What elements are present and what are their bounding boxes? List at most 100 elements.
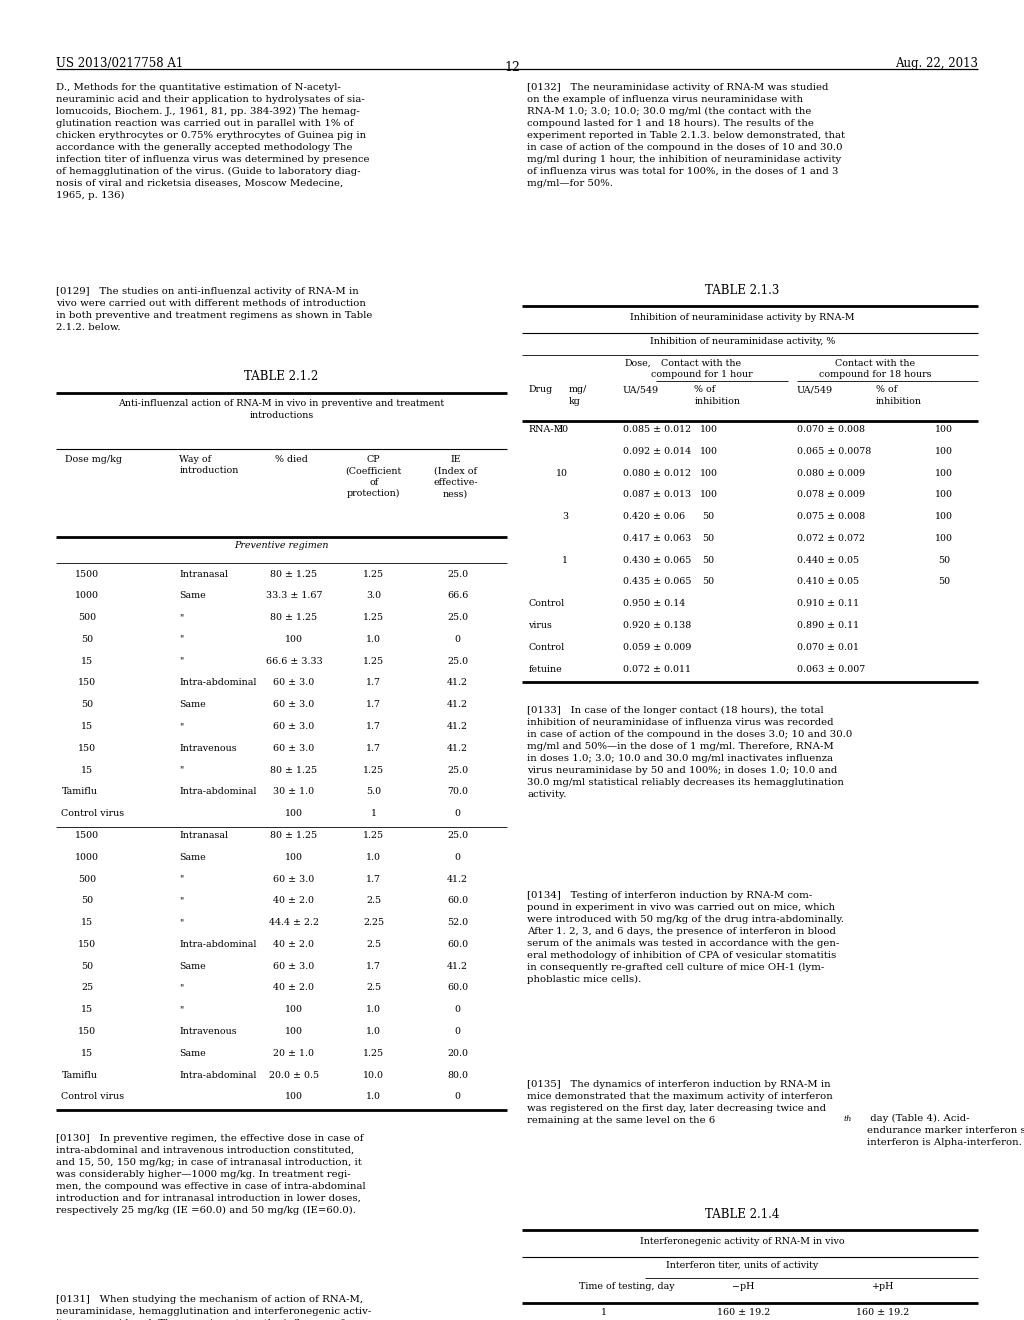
Text: Dose,: Dose, [625,359,651,368]
Text: 25.0: 25.0 [447,612,468,622]
Text: Preventive regimen: Preventive regimen [234,541,329,549]
Text: 0.435 ± 0.065: 0.435 ± 0.065 [623,578,691,586]
Text: Intra-abdominal: Intra-abdominal [179,787,257,796]
Text: 41.2: 41.2 [447,874,468,883]
Text: 0.087 ± 0.013: 0.087 ± 0.013 [623,490,691,499]
Text: mg/
kg: mg/ kg [568,385,587,405]
Text: 0.080 ± 0.009: 0.080 ± 0.009 [797,469,865,478]
Text: −pH: −pH [732,1282,755,1291]
Text: 10.0: 10.0 [364,1071,384,1080]
Text: 41.2: 41.2 [447,744,468,752]
Text: ": " [179,766,183,775]
Text: 0.440 ± 0.05: 0.440 ± 0.05 [797,556,859,565]
Text: 1.7: 1.7 [367,744,381,752]
Text: ": " [179,874,183,883]
Text: 0: 0 [455,1027,461,1036]
Text: 50: 50 [81,961,93,970]
Text: 160 ± 19.2: 160 ± 19.2 [717,1308,770,1317]
Text: 3.0: 3.0 [367,591,381,601]
Text: % died: % died [275,454,308,463]
Text: 25.0: 25.0 [447,832,468,840]
Text: [0131]   When studying the mechanism of action of RNA-M,
neuraminidase, hemagglu: [0131] When studying the mechanism of ac… [56,1295,374,1320]
Text: 80.0: 80.0 [447,1071,468,1080]
Text: 1000: 1000 [75,853,99,862]
Text: 1000: 1000 [75,591,99,601]
Text: 0.417 ± 0.063: 0.417 ± 0.063 [623,533,691,543]
Text: 150: 150 [78,678,96,688]
Text: 5.0: 5.0 [367,787,381,796]
Text: 0.070 ± 0.008: 0.070 ± 0.008 [797,425,864,434]
Text: CP
(Coefficient
of
protection): CP (Coefficient of protection) [346,454,401,498]
Text: 60.0: 60.0 [447,983,468,993]
Text: 10: 10 [556,469,568,478]
Text: 60.0: 60.0 [447,896,468,906]
Text: 0.059 ± 0.009: 0.059 ± 0.009 [623,643,691,652]
Text: 60 ± 3.0: 60 ± 3.0 [273,874,314,883]
Text: 33.3 ± 1.67: 33.3 ± 1.67 [265,591,323,601]
Text: 25.0: 25.0 [447,570,468,578]
Text: 40 ± 2.0: 40 ± 2.0 [273,983,314,993]
Text: 80 ± 1.25: 80 ± 1.25 [270,570,317,578]
Text: 41.2: 41.2 [447,961,468,970]
Text: 50: 50 [938,578,950,586]
Text: 1.25: 1.25 [364,766,384,775]
Text: 60 ± 3.0: 60 ± 3.0 [273,678,314,688]
Text: 100: 100 [285,1006,303,1014]
Text: 0.950 ± 0.14: 0.950 ± 0.14 [623,599,685,609]
Text: 50: 50 [702,512,715,521]
Text: Control: Control [528,643,564,652]
Text: Control: Control [528,599,564,609]
Text: 0: 0 [455,1093,461,1101]
Text: 1.0: 1.0 [367,635,381,644]
Text: ": " [179,657,183,665]
Text: 0.920 ± 0.138: 0.920 ± 0.138 [623,620,691,630]
Text: 41.2: 41.2 [447,700,468,709]
Text: 0.085 ± 0.012: 0.085 ± 0.012 [623,425,691,434]
Text: 60 ± 3.0: 60 ± 3.0 [273,744,314,752]
Text: [0135]   The dynamics of interferon induction by RNA-M in
mice demonstrated that: [0135] The dynamics of interferon induct… [527,1080,834,1125]
Text: 30: 30 [556,425,568,434]
Text: 2.25: 2.25 [364,919,384,927]
Text: ": " [179,896,183,906]
Text: 41.2: 41.2 [447,722,468,731]
Text: 60 ± 3.0: 60 ± 3.0 [273,722,314,731]
Text: ": " [179,635,183,644]
Text: Inhibition of neuraminidase activity, %: Inhibition of neuraminidase activity, % [649,337,836,346]
Text: 1.0: 1.0 [367,1027,381,1036]
Text: 1.0: 1.0 [367,1006,381,1014]
Text: [0134]   Testing of interferon induction by RNA-M com-
pound in experiment in vi: [0134] Testing of interferon induction b… [527,891,845,983]
Text: 0.065 ± 0.0078: 0.065 ± 0.0078 [797,446,871,455]
Text: 80 ± 1.25: 80 ± 1.25 [270,612,317,622]
Text: 40 ± 2.0: 40 ± 2.0 [273,940,314,949]
Text: RNA-M: RNA-M [528,425,564,434]
Text: 0.075 ± 0.008: 0.075 ± 0.008 [797,512,865,521]
Text: Contact with the
compound for 18 hours: Contact with the compound for 18 hours [819,359,932,379]
Text: 0.072 ± 0.011: 0.072 ± 0.011 [623,664,690,673]
Text: 0: 0 [455,809,461,818]
Text: 100: 100 [935,425,953,434]
Text: 0.910 ± 0.11: 0.910 ± 0.11 [797,599,859,609]
Text: 100: 100 [699,490,718,499]
Text: TABLE 2.1.2: TABLE 2.1.2 [245,370,318,383]
Text: US 2013/0217758 A1: US 2013/0217758 A1 [56,57,183,70]
Text: ": " [179,1006,183,1014]
Text: 3: 3 [562,512,568,521]
Text: 60.0: 60.0 [447,940,468,949]
Text: 60 ± 3.0: 60 ± 3.0 [273,700,314,709]
Text: Same: Same [179,853,206,862]
Text: 40 ± 2.0: 40 ± 2.0 [273,896,314,906]
Text: TABLE 2.1.3: TABLE 2.1.3 [706,284,779,297]
Text: 0.092 ± 0.014: 0.092 ± 0.014 [623,446,691,455]
Text: 25.0: 25.0 [447,766,468,775]
Text: Time of testing, day: Time of testing, day [579,1282,674,1291]
Text: 100: 100 [285,853,303,862]
Text: 1.7: 1.7 [367,678,381,688]
Text: 0.072 ± 0.072: 0.072 ± 0.072 [797,533,864,543]
Text: 1: 1 [562,556,568,565]
Text: 0.430 ± 0.065: 0.430 ± 0.065 [623,556,691,565]
Text: 80 ± 1.25: 80 ± 1.25 [270,766,317,775]
Text: Same: Same [179,961,206,970]
Text: Tamiflu: Tamiflu [61,1071,97,1080]
Text: 50: 50 [81,635,93,644]
Text: 2.5: 2.5 [367,983,381,993]
